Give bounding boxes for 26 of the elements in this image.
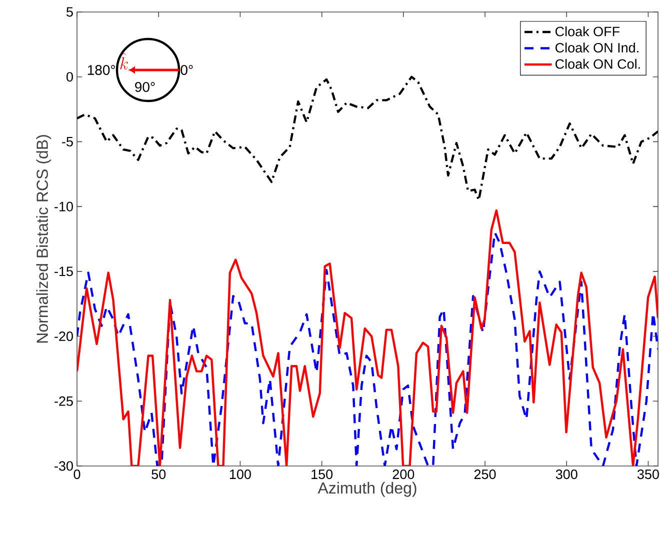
y-tick-label: -15 (54, 266, 73, 276)
x-axis-title: Azimuth (deg) (318, 482, 416, 497)
y-tick-label: -30 (54, 461, 73, 471)
x-tick-label: 100 (230, 470, 251, 480)
x-tick-label: 0 (74, 470, 80, 480)
x-tick-label: 200 (392, 470, 414, 480)
legend-label: Cloak ON Col. (556, 58, 640, 69)
legend-label: Cloak OFF (556, 26, 620, 36)
y-tick-label: -10 (54, 202, 73, 212)
y-axis-title: Normalized Bistatic RCS (dB) (36, 135, 52, 343)
annotation: 0° (180, 65, 193, 75)
y-tick-label: -20 (54, 332, 73, 342)
y-tick-label: 0 (66, 72, 73, 82)
annotation: 180° (88, 65, 115, 75)
line-series (77, 76, 658, 202)
x-tick-label: 350 (637, 470, 659, 480)
x-tick-label: 300 (556, 470, 578, 480)
y-tick-label: -5 (62, 137, 73, 146)
y-tick-label: -25 (54, 396, 73, 406)
x-tick-label: 150 (312, 470, 333, 480)
legend-label: Cloak ON Ind. (556, 42, 638, 53)
annotation: 90° (135, 82, 155, 92)
annotation: $\hat{k}$ (120, 52, 128, 70)
x-tick-label: 50 (152, 470, 166, 480)
y-tick-label: 5 (66, 7, 73, 17)
x-tick-label: 250 (474, 470, 496, 480)
